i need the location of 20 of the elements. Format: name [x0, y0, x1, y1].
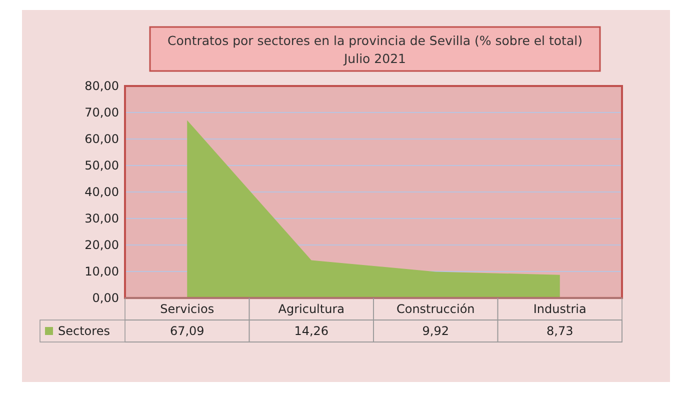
- x-tick-label: Agricultura: [278, 302, 344, 316]
- x-tick-label: Construcción: [396, 302, 475, 316]
- data-label: 14,26: [294, 324, 329, 338]
- chart-title: Contratos por sectores en la provincia de Sevilla (% sobre el total): [168, 33, 582, 48]
- x-tick-label: Industria: [533, 302, 586, 316]
- data-label: 9,92: [422, 324, 449, 338]
- chart-subtitle: Julio 2021: [343, 51, 406, 66]
- y-tick-label: 70,00: [84, 106, 119, 120]
- data-label: 67,09: [170, 324, 204, 338]
- y-tick-label: 40,00: [84, 185, 119, 199]
- y-tick-label: 20,00: [84, 238, 119, 252]
- y-tick-label: 30,00: [84, 212, 119, 226]
- y-tick-label: 50,00: [84, 158, 119, 172]
- y-tick-label: 60,00: [84, 132, 119, 146]
- y-tick-label: 0,00: [92, 291, 119, 305]
- legend-label: Sectores: [58, 324, 110, 338]
- x-tick-label: Servicios: [160, 302, 214, 316]
- y-tick-label: 10,00: [84, 264, 119, 278]
- data-label: 8,73: [546, 324, 574, 338]
- y-tick-label: 80,00: [84, 79, 119, 93]
